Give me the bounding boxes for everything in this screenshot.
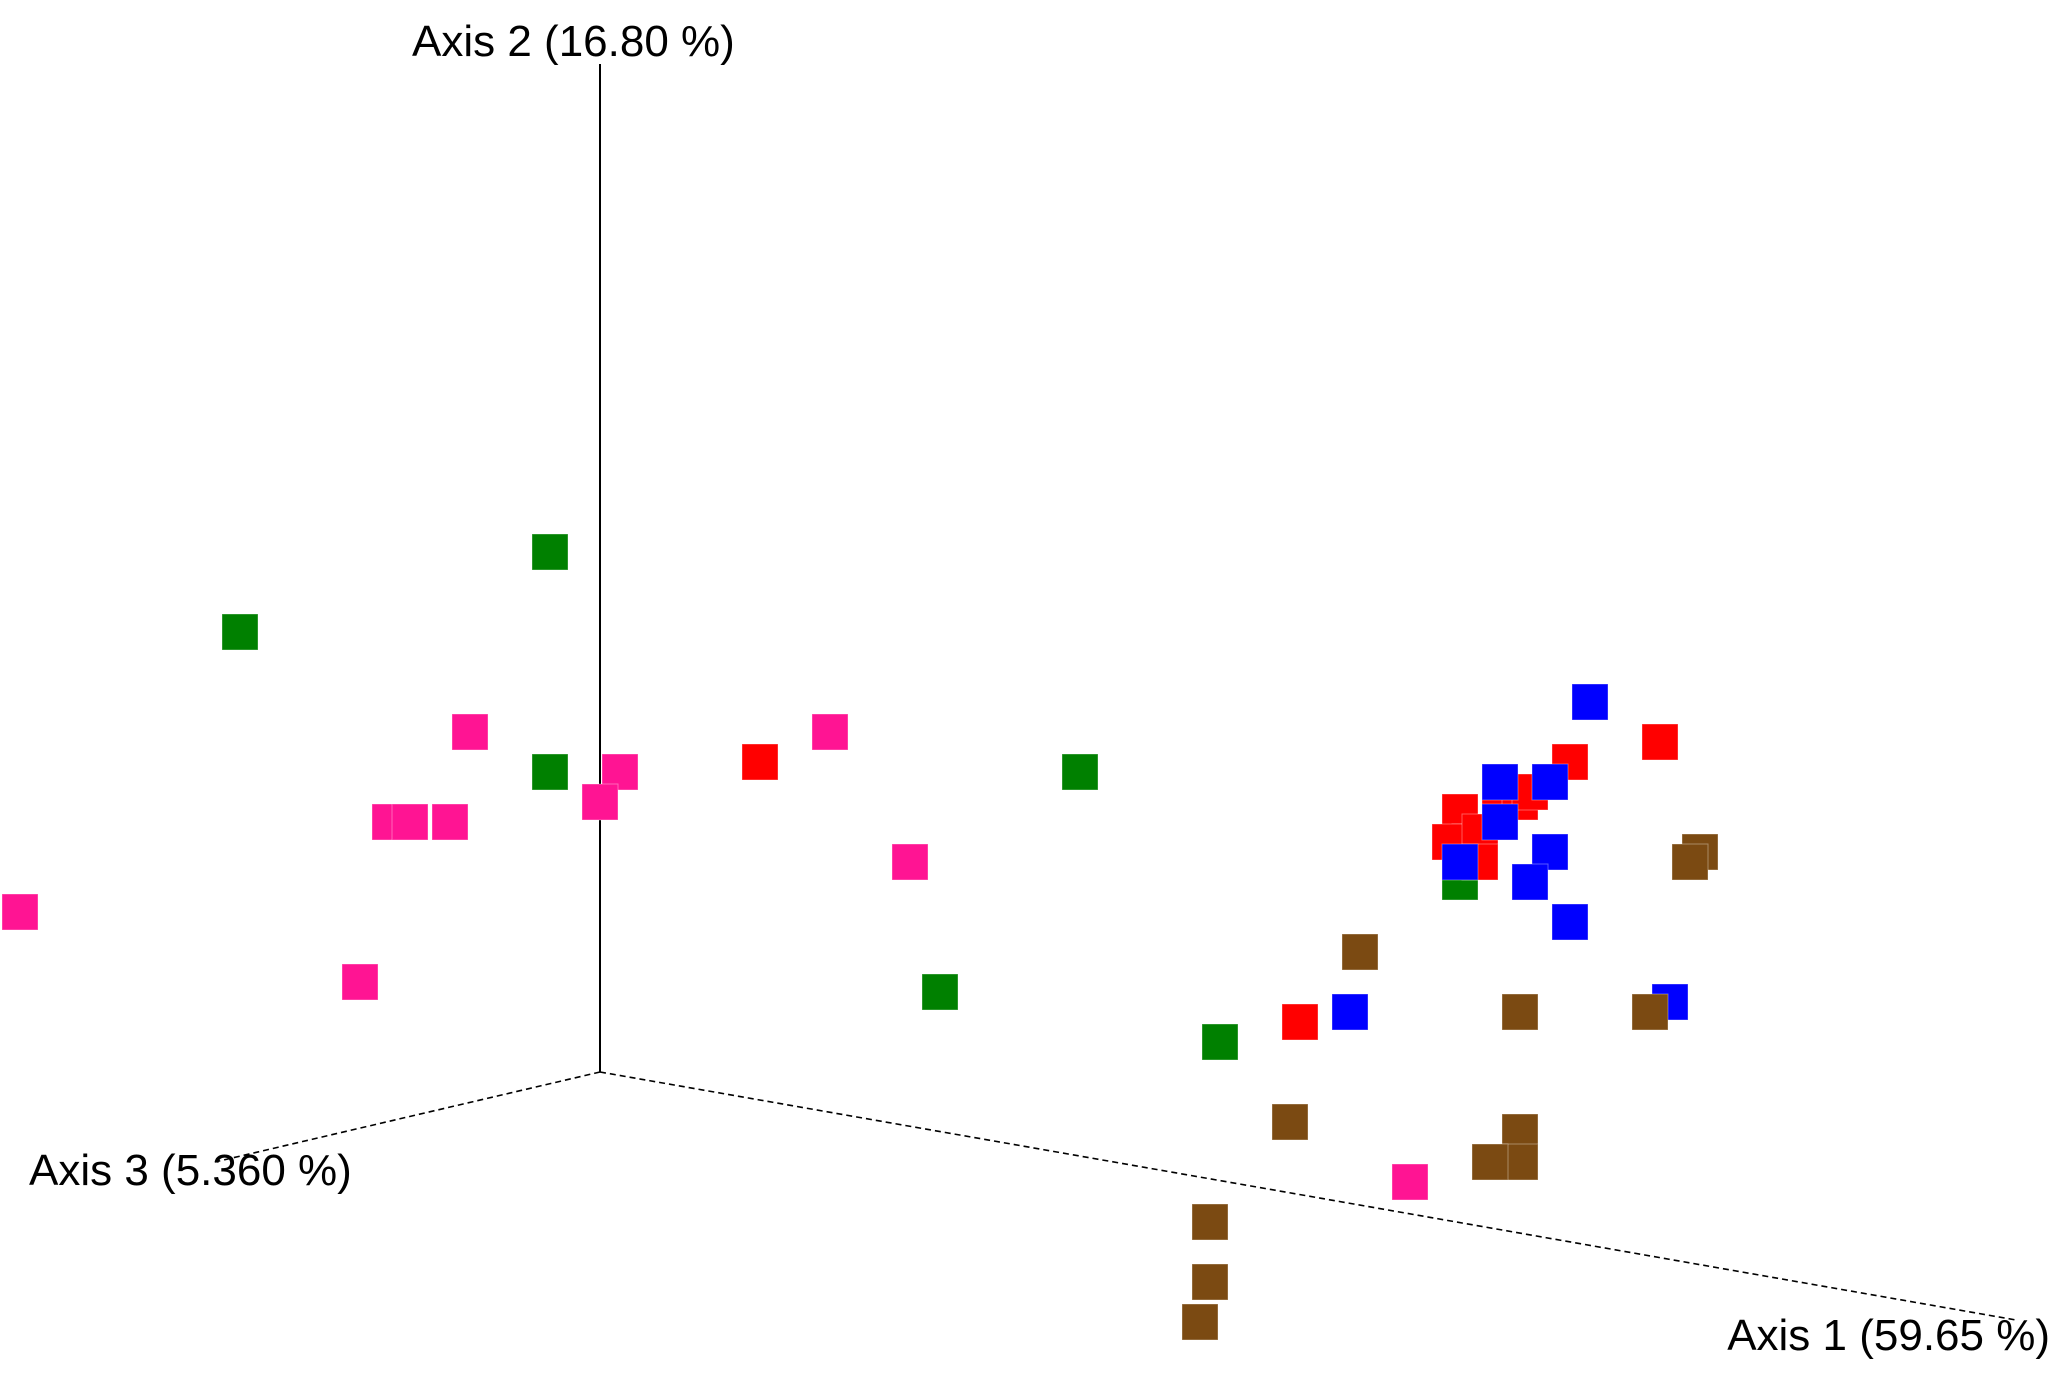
data-point-s1-11 <box>1391 1163 1429 1201</box>
data-point-s3-0 <box>1571 683 1609 721</box>
data-point-s0-0 <box>531 533 569 571</box>
data-point-s2-10 <box>1641 723 1679 761</box>
data-point-s2-11 <box>1281 1003 1319 1041</box>
data-point-s4-10 <box>1191 1263 1229 1301</box>
data-point-s1-8 <box>891 843 929 881</box>
data-point-s0-6 <box>1201 1023 1239 1061</box>
data-point-s4-1 <box>1671 843 1709 881</box>
data-point-s0-4 <box>1061 753 1099 791</box>
data-point-s3-6 <box>1441 843 1479 881</box>
data-point-s4-11 <box>1181 1303 1219 1341</box>
data-point-s1-7 <box>1 893 39 931</box>
data-point-s1-5 <box>391 803 429 841</box>
data-point-s4-9 <box>1191 1203 1229 1241</box>
data-point-s4-2 <box>1341 933 1379 971</box>
data-point-s4-4 <box>1631 993 1669 1031</box>
data-point-s2-1 <box>1551 743 1589 781</box>
data-point-s3-7 <box>1551 903 1589 941</box>
data-point-s3-3 <box>1481 803 1519 841</box>
data-point-s1-9 <box>341 963 379 1001</box>
data-point-s4-3 <box>1501 993 1539 1031</box>
data-point-s3-2 <box>1531 763 1569 801</box>
data-point-s3-5 <box>1511 863 1549 901</box>
data-point-s3-1 <box>1481 763 1519 801</box>
axis-2-label: Axis 2 (16.80 %) <box>412 17 735 66</box>
axis-3-label: Axis 3 (5.360 %) <box>29 1146 352 1195</box>
data-point-s0-3 <box>531 753 569 791</box>
axis-1-label: Axis 1 (59.65 %) <box>1727 1311 2050 1360</box>
data-point-s3-8 <box>1331 993 1369 1031</box>
data-points <box>1 533 1719 1341</box>
data-point-s1-1 <box>811 713 849 751</box>
axis-3-line <box>214 1071 601 1163</box>
data-point-s4-8 <box>1471 1143 1509 1181</box>
data-point-s1-0 <box>451 713 489 751</box>
data-point-s1-3 <box>581 783 619 821</box>
data-point-s4-7 <box>1271 1103 1309 1141</box>
data-point-s1-6 <box>431 803 469 841</box>
data-point-s2-0 <box>741 743 779 781</box>
data-point-s0-1 <box>221 613 259 651</box>
data-point-s0-5 <box>921 973 959 1011</box>
